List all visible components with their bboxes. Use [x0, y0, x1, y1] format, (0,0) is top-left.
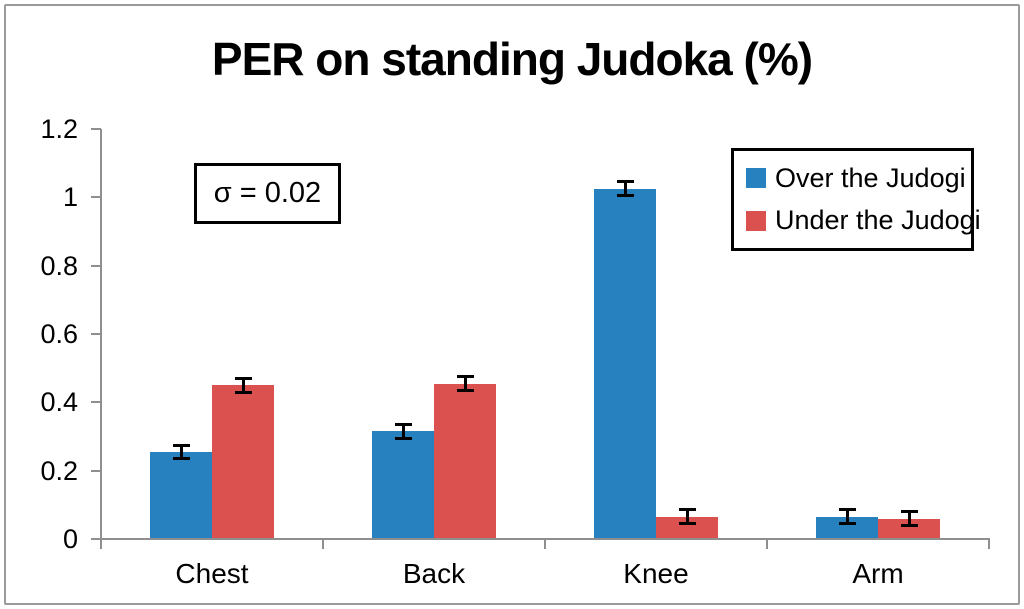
bar-arm-over	[816, 516, 878, 539]
x-axis-boundary-tick	[988, 538, 990, 549]
error-bar-cap-top	[172, 443, 190, 447]
error-bar-cap-bottom	[456, 388, 474, 392]
bar-knee-under	[656, 516, 718, 539]
error-bar-line	[623, 181, 627, 196]
error-bar-cap-top	[616, 180, 634, 184]
error-bar-cap-top	[456, 375, 474, 379]
chart-frame: PER on standing Judoka (%) 0 0.2 0.4 0.6 0.8…	[4, 4, 1020, 605]
x-axis-category-label: Arm	[852, 558, 904, 589]
y-axis-tick-label: 1.2	[40, 114, 78, 144]
bar-back-under	[434, 383, 496, 539]
x-axis-line	[91, 538, 990, 540]
bar-chest-under	[212, 385, 274, 539]
error-bar-cap-top	[234, 376, 252, 380]
y-axis-tick-label: 0	[62, 524, 78, 554]
x-axis-boundary-tick	[766, 538, 768, 549]
x-axis-category-label: Knee	[623, 558, 689, 589]
y-axis-tick	[91, 333, 101, 335]
error-bar-cap-top	[838, 508, 856, 512]
legend-swatch-over-icon	[746, 168, 766, 189]
error-bar-cap-top	[394, 423, 412, 427]
legend-box: Over the Judogi Under the Judogi	[731, 148, 981, 251]
bar-back-over	[372, 431, 434, 539]
error-bar-cap-bottom	[394, 436, 412, 440]
error-bar-line	[179, 445, 183, 459]
y-axis-tick-label: 0.8	[40, 250, 78, 281]
legend-label-over: Over the Judogi	[775, 162, 966, 193]
y-axis-tick	[91, 401, 101, 404]
y-axis-tick-label: 0.2	[40, 455, 78, 486]
error-bar-cap-bottom	[616, 194, 634, 198]
y-axis-tick-label: 0.6	[40, 319, 78, 349]
x-axis-category-label: Back	[402, 558, 466, 589]
legend-item-under: Under the Judogi	[746, 205, 981, 236]
error-bar-cap-top	[678, 508, 696, 512]
y-axis-tick	[91, 128, 101, 130]
error-bar-line	[401, 424, 405, 439]
error-bar-cap-bottom	[234, 390, 252, 394]
y-axis-tick	[91, 264, 101, 267]
y-axis-tick-label: 1	[62, 182, 78, 213]
error-bar-cap-top	[900, 510, 918, 514]
bar-knee-over	[594, 188, 656, 539]
legend-swatch-under-icon	[746, 210, 766, 231]
error-bar-line	[241, 378, 245, 393]
x-axis-category-label: Chest	[175, 558, 249, 589]
error-bar-cap-bottom	[838, 522, 856, 526]
y-axis-tick-label: 0.4	[40, 387, 78, 418]
x-axis-boundary-tick	[322, 538, 324, 549]
y-axis-tick	[91, 469, 101, 472]
error-bar-cap-bottom	[900, 523, 918, 527]
sigma-annotation-box: σ = 0.02	[194, 163, 341, 224]
x-axis-boundary-tick	[100, 538, 102, 549]
error-bar-cap-bottom	[172, 457, 190, 461]
bar-arm-under	[878, 518, 940, 539]
error-bar-line	[907, 511, 911, 526]
legend-item-over: Over the Judogi	[746, 163, 971, 194]
error-bar-line	[685, 509, 689, 524]
sigma-annotation-text: σ = 0.02	[213, 177, 322, 209]
plot-area: 0 0.2 0.4 0.6 0.8 1 1.2 Chest Back Knee Arm	[6, 6, 1018, 603]
bar-chest-over	[150, 451, 212, 539]
chart-title: PER on standing Judoka (%)	[211, 33, 813, 85]
error-bar-line	[463, 376, 467, 391]
y-axis-line	[100, 129, 102, 549]
x-axis-boundary-tick	[544, 538, 546, 549]
error-bar-line	[845, 509, 849, 524]
error-bar-cap-bottom	[678, 522, 696, 526]
legend-label-under: Under the Judogi	[775, 205, 981, 236]
y-axis-tick	[91, 196, 101, 199]
